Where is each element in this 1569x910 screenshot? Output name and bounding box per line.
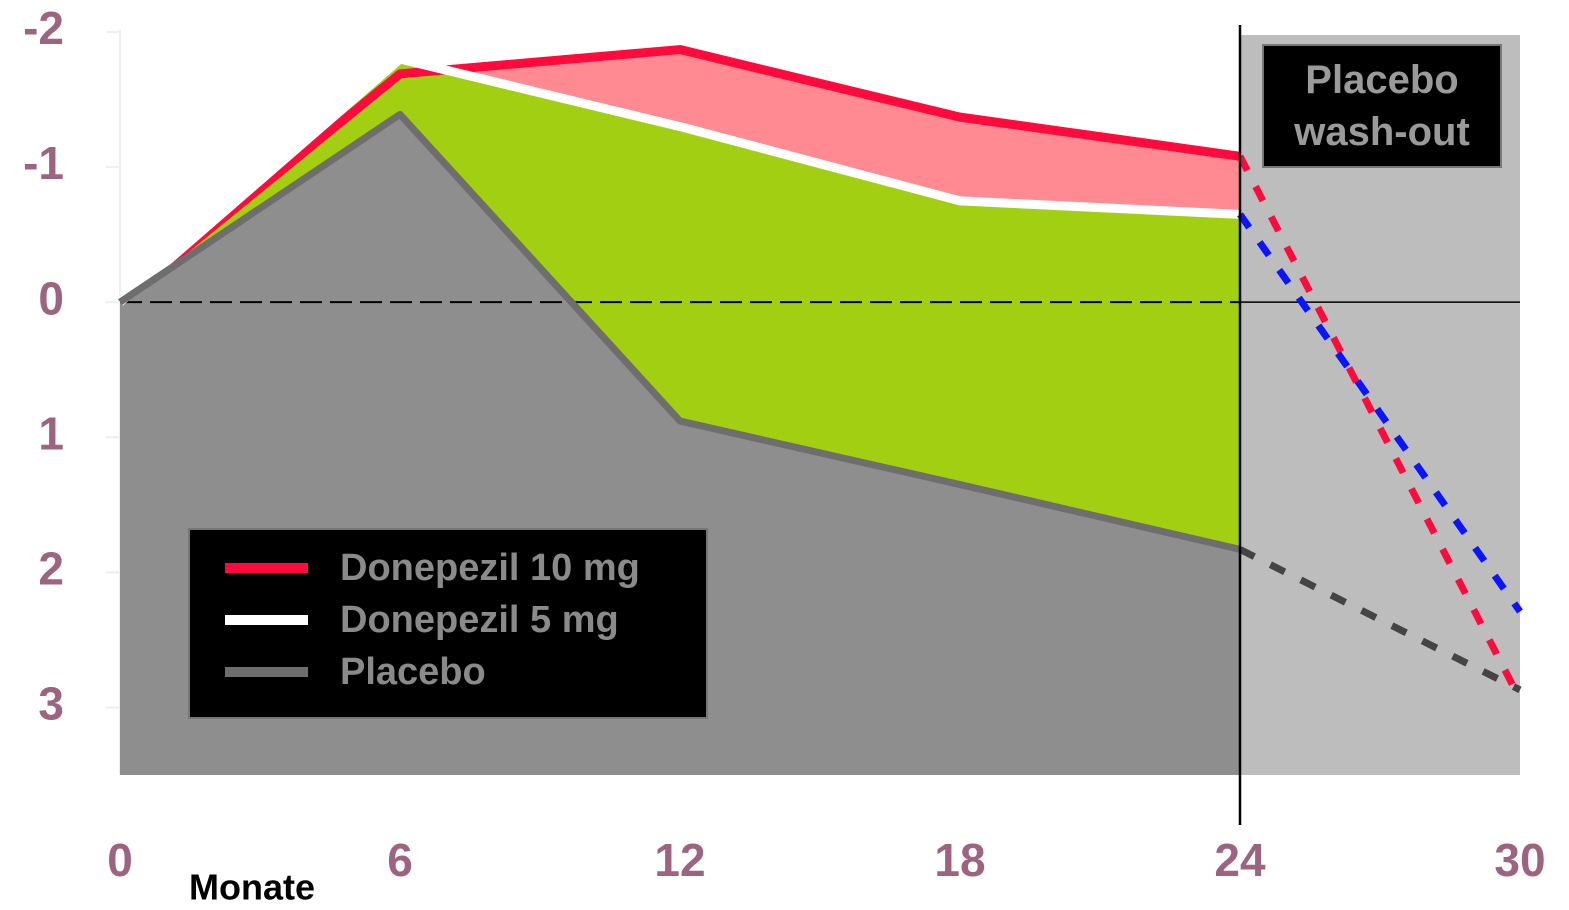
legend-label: Placebo: [340, 651, 486, 693]
y-tick-label: 0: [38, 272, 64, 324]
x-tick-label: 18: [934, 834, 985, 886]
legend: Donepezil 10 mg Donepezil 5 mg Placebo: [188, 528, 708, 719]
washout-line: [1237, 212, 1523, 614]
x-tick-label: 0: [107, 834, 133, 886]
area: [120, 59, 1240, 550]
legend-label: Donepezil 10 mg: [340, 547, 640, 589]
series-line: [118, 110, 1241, 553]
x-tick-label: 12: [654, 834, 705, 886]
series-line: [117, 54, 1241, 306]
y-tick-label: 3: [38, 678, 64, 730]
area: [120, 49, 1240, 303]
x-tick-label: 24: [1214, 834, 1266, 886]
y-tick-label: 1: [38, 407, 64, 459]
y-tick-label: -1: [23, 137, 64, 189]
series-line: [117, 45, 1241, 306]
y-tick-label: -2: [23, 2, 64, 54]
x-axis-label: Monate: [189, 867, 315, 908]
y-tick-label: 2: [38, 543, 64, 595]
legend-label: Donepezil 5 mg: [340, 599, 619, 641]
x-tick-label: 6: [387, 834, 413, 886]
x-tick-label: 30: [1494, 834, 1545, 886]
washout-label: Placebo wash-out: [1262, 44, 1502, 168]
